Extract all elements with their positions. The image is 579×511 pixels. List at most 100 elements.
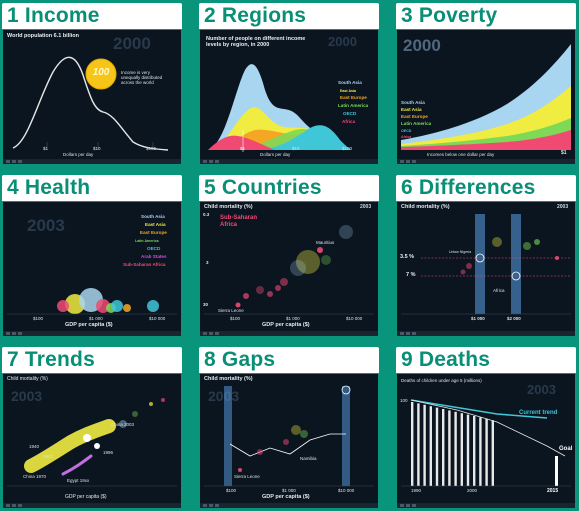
x-tick: $10 <box>93 146 101 151</box>
playback-controls[interactable] <box>3 503 181 508</box>
country-label-sierra-leone: Sierra Leone <box>218 308 244 313</box>
trends-paths <box>7 398 177 487</box>
health-chart: 2003 South Asia East Asia East Europe La… <box>3 202 181 336</box>
panel-header: 9 Deaths <box>396 347 576 373</box>
countries-chart: Child mortality (%) 2003 0.3 3 30 Sub-Sa… <box>200 202 378 336</box>
year-watermark: 2000 <box>403 36 441 55</box>
legend-east-asia[interactable]: East Asia <box>401 107 422 112</box>
legend-oecd[interactable]: OECD <box>343 111 357 116</box>
chart-heading: World population 6.1 billion <box>7 33 80 39</box>
countries-bubbles <box>204 225 374 315</box>
year-watermark: 2000 <box>113 34 151 53</box>
health-bubbles <box>7 288 177 315</box>
panel-title: 1 Income <box>7 4 100 27</box>
x-tick: $1 000 <box>286 316 300 321</box>
legend-sub-saharan-africa[interactable]: Sub-Saharan Africa <box>123 262 166 267</box>
x-tick: $100 <box>146 146 157 151</box>
legend-latin-america[interactable]: Latin America <box>338 103 369 108</box>
legend-east-asia[interactable]: East Asia <box>340 89 357 93</box>
differences-bars <box>401 214 571 315</box>
panel-title: 7 Trends <box>7 348 95 371</box>
legend-south-asia[interactable]: South Asia <box>141 214 165 219</box>
x-axis-label: Incomes below one dollar per day <box>427 152 495 157</box>
deaths-bars <box>401 399 571 487</box>
panel-regions[interactable]: 2 Regions 2000 Number of people on diffe… <box>199 3 379 164</box>
playback-controls[interactable] <box>3 159 181 164</box>
death-bar <box>429 406 432 486</box>
x-tick: $10 000 <box>338 488 355 493</box>
legend-east-europe[interactable]: East Europe <box>140 230 167 235</box>
panel-deaths[interactable]: 9 Deaths Deaths of children under age 5 … <box>396 347 576 508</box>
death-bar <box>473 416 476 486</box>
x-axis-label: GDP per capita ($) <box>262 322 310 328</box>
x-tick: $1 000 <box>471 316 485 321</box>
y-tick: 3 <box>206 260 209 265</box>
legend-oecd[interactable]: OECD <box>147 246 161 251</box>
death-bar <box>423 404 426 486</box>
panel-poverty[interactable]: 3 Poverty 2000 South Asia East Asia East… <box>396 3 576 164</box>
x-tick: $1 <box>43 146 49 151</box>
panel-countries[interactable]: 5 Countries Child mortality (%) 2003 0.3… <box>199 175 379 336</box>
panel-differences[interactable]: 6 Differences Child mortality (%) 2003 3… <box>396 175 576 336</box>
differences-chart: Child mortality (%) 2003 3.5 % 7 % Urban… <box>397 202 575 336</box>
y-tick: 100 <box>400 398 408 403</box>
panel-title: 6 Differences <box>401 176 536 199</box>
trend-label-china-2003: China 2003 <box>111 422 135 427</box>
x-axis-label: GDP per capita ($) <box>262 494 310 500</box>
playback-controls[interactable] <box>397 331 575 336</box>
legend-east-europe[interactable]: East Europe <box>340 95 367 100</box>
poverty-chart: 2000 South Asia East Asia East Europe La… <box>397 30 575 164</box>
x-tick: $2 000 <box>507 316 521 321</box>
country-label-sierra-leone: Sierra Leone <box>234 474 260 479</box>
legend-east-europe[interactable]: East Europe <box>401 114 428 119</box>
gaps-chart: Child mortality (%) 2003 Namibia Sierra … <box>200 374 378 508</box>
panel-title: 9 Deaths <box>401 348 491 371</box>
year-watermark: 2003 <box>527 382 556 397</box>
panel-header: 6 Differences <box>396 175 576 201</box>
trend-label-china-1970: China 1970 <box>23 474 47 479</box>
legend-latin-america[interactable]: Latin America <box>401 121 432 126</box>
legend-south-asia[interactable]: South Asia <box>401 100 425 105</box>
deaths-chart: Deaths of children under age 5 (millions… <box>397 374 575 508</box>
legend-east-asia[interactable]: East Asia <box>145 222 166 227</box>
current-trend-label: Current trend <box>519 410 558 416</box>
panel-health[interactable]: 4 Health 2003 South Asia East Asia East … <box>2 175 182 336</box>
death-bar <box>479 417 482 486</box>
death-bar <box>466 414 470 486</box>
legend-arab-states[interactable]: Arab States <box>141 254 167 259</box>
playback-controls[interactable] <box>200 331 378 336</box>
y-tick: 7 % <box>406 272 416 278</box>
death-bar <box>491 420 494 486</box>
goal-label: Goal <box>559 446 573 452</box>
legend-south-asia[interactable]: South Asia <box>338 80 362 85</box>
playback-controls[interactable] <box>200 503 378 508</box>
legend-oecd[interactable]: OECD <box>401 129 412 133</box>
x-axis-label: GDP per capita ($) <box>65 494 107 500</box>
x-tick: 2000 <box>467 488 478 493</box>
panel-trends[interactable]: 7 Trends Child mortality (%) 2003 China … <box>2 347 182 508</box>
legend-africa[interactable]: Africa <box>401 135 412 139</box>
legend-africa[interactable]: Africa <box>342 119 356 124</box>
panel-income[interactable]: 1 Income 2000 World population 6.1 billi… <box>2 3 182 164</box>
playback-controls[interactable] <box>3 331 181 336</box>
income-curve <box>12 56 169 151</box>
poverty-stacked-area <box>401 44 571 150</box>
gaps-chart-marks <box>204 385 374 487</box>
death-bar <box>435 407 439 486</box>
death-bar <box>442 409 445 486</box>
playback-controls[interactable] <box>397 503 575 508</box>
y-axis-label: Child mortality (%) <box>204 204 253 210</box>
panel-header: 7 Trends <box>2 347 182 373</box>
death-bar <box>417 403 420 486</box>
country-label-mauritius: Mauritius <box>316 240 335 245</box>
x-tick: $1 000 <box>89 316 103 321</box>
income-chart: 2000 World population 6.1 billion 100 In… <box>3 30 181 164</box>
playback-controls[interactable] <box>200 159 378 164</box>
playback-controls[interactable] <box>397 159 575 164</box>
panel-title: 5 Countries <box>204 176 322 199</box>
y-axis-label: Child mortality (%) <box>204 376 253 382</box>
x-tick: $10 000 <box>346 316 363 321</box>
legend-latin-america[interactable]: Latin America <box>135 239 159 243</box>
panel-gaps[interactable]: 8 Gaps Child mortality (%) 2003 Namibia … <box>199 347 379 508</box>
x-axis-label: Dollars per day <box>260 152 291 157</box>
